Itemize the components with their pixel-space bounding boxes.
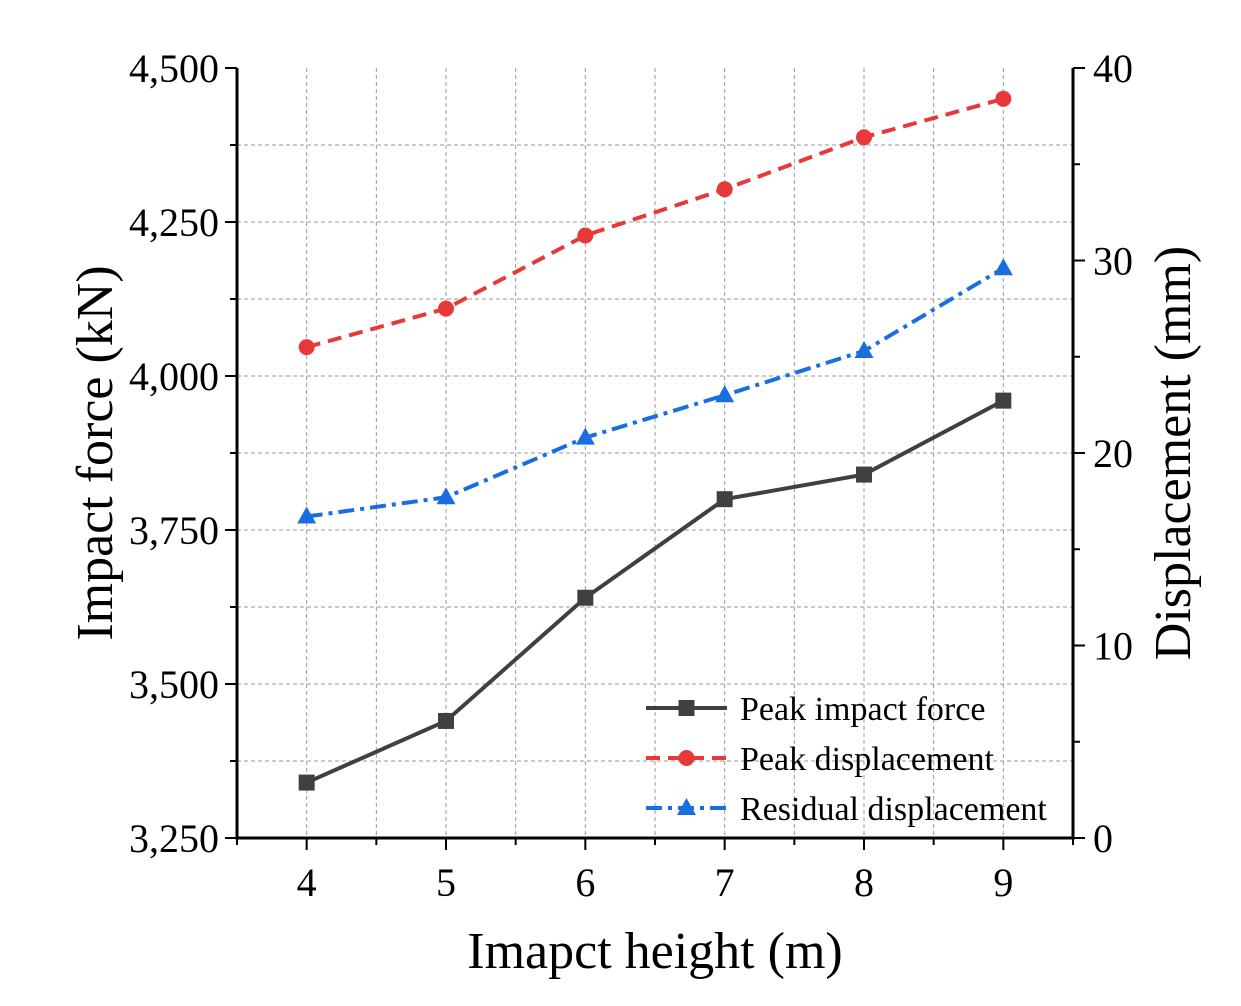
axes: 4 5 6 7 8 9 3,250 3,500 3,750 4,000 4,250 4,500 0 10 2… (129, 46, 1133, 905)
labels: Imapct height (m) Impact force (kN) Disp… (67, 246, 1202, 980)
left-tick-label: 3,750 (129, 508, 219, 553)
left-tick-label: 4,250 (129, 200, 219, 245)
residual-displacement-line (306, 266, 1005, 519)
peak-displacement-point (995, 90, 1012, 107)
peak-impact-force-point (856, 466, 872, 483)
left-tick-label: 4,500 (129, 46, 219, 91)
left-tick-label: 4,000 (129, 354, 219, 399)
right-tick-label: 20 (1093, 431, 1133, 476)
peak-impact-force-point (438, 712, 454, 729)
legend-peak-displacement-label: Peak displacement (740, 741, 995, 778)
x-tick-label: 8 (854, 860, 874, 905)
series (297, 90, 1013, 791)
residual-displacement-point (436, 487, 456, 505)
peak-displacement-point (438, 300, 454, 317)
right-tick-label: 0 (1093, 816, 1113, 861)
peak-impact-force-line (305, 398, 1005, 785)
residual-displacement-point (854, 340, 874, 358)
legend: Peak impact force Peak displacement Residu… (646, 691, 1047, 828)
peak-impact-force-point (577, 589, 594, 606)
residual-displacement-point (715, 385, 735, 403)
x-tick-label: 4 (297, 860, 317, 905)
x-axis-title: Imapct height (m) (467, 923, 842, 980)
residual-displacement-point (993, 258, 1013, 276)
grid (237, 68, 1073, 838)
legend-peak-displacement-marker (678, 750, 695, 766)
x-tick-label: 5 (436, 860, 456, 905)
residual-displacement-point (575, 427, 595, 445)
legend-residual-displacement-marker (677, 798, 696, 815)
right-tick-label: 30 (1093, 239, 1133, 284)
legend-residual-displacement-label: Residual displacement (740, 791, 1047, 828)
right-y-axis-title: Displacement (mm) (1145, 246, 1202, 660)
right-tick-label: 10 (1093, 624, 1133, 669)
left-y-axis-title: Impact force (kN) (67, 265, 124, 640)
peak-displacement-point (856, 129, 872, 146)
x-tick-label: 7 (715, 860, 735, 905)
legend-peak-impact-force-label: Peak impact force (740, 691, 985, 728)
left-tick-label: 3,250 (129, 816, 219, 861)
residual-displacement-point (297, 506, 317, 524)
peak-displacement-point (577, 227, 594, 244)
legend-peak-impact-force-marker (678, 700, 695, 716)
peak-impact-force-point (716, 491, 733, 508)
peak-displacement-line (306, 96, 1004, 350)
peak-displacement-point (298, 339, 315, 356)
peak-displacement-point (716, 181, 733, 198)
x-tick-label: 9 (993, 860, 1013, 905)
peak-impact-force-point (298, 774, 315, 791)
right-tick-label: 40 (1093, 46, 1133, 91)
left-tick-label: 3,500 (129, 662, 219, 707)
peak-impact-force-point (995, 392, 1012, 409)
x-tick-label: 6 (575, 860, 595, 905)
